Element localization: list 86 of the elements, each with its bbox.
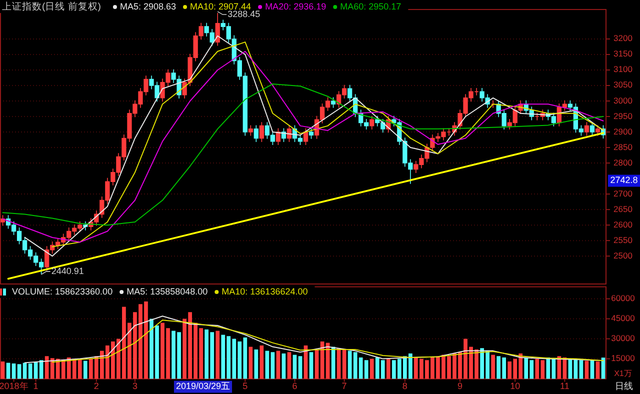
y-tick-label: 2850 (614, 142, 633, 152)
y-tick-label: 2500 (614, 250, 633, 260)
y-tick-label: 3000 (614, 95, 633, 106)
bar (12, 363, 16, 379)
annotation: 3288.45 (228, 8, 260, 19)
y-tick-label: 2550 (614, 234, 633, 245)
candlestick (584, 122, 590, 136)
x-tick-label: 6 (292, 381, 298, 392)
bar (248, 346, 253, 379)
bar (83, 360, 88, 379)
x-tick-label: 2 (94, 381, 99, 392)
x-tick-label: 7 (342, 381, 347, 392)
candlestick (595, 124, 600, 136)
bar (557, 356, 562, 379)
bar (298, 356, 302, 379)
bar (17, 364, 22, 379)
y-tick-label: 3100 (614, 64, 633, 74)
legend-label: MA60: 2950.17 (340, 1, 402, 12)
legend-label: MA20: 2936.19 (265, 1, 326, 12)
candlestick (308, 128, 314, 140)
bar (292, 354, 297, 379)
bar (0, 361, 5, 379)
candlestick (590, 122, 595, 136)
y-tick-label: 3200 (614, 33, 633, 44)
line-series (2, 83, 604, 226)
bar (260, 345, 264, 379)
bar (28, 363, 32, 379)
bar (342, 349, 346, 379)
bar (596, 361, 600, 379)
annotation: 2742.8 (610, 175, 638, 186)
bar (287, 352, 292, 379)
y-tick-label: 2650 (614, 204, 633, 214)
y-tick-label: 2700 (614, 188, 633, 198)
candlestick (370, 115, 374, 130)
bar (584, 360, 589, 379)
bar (601, 358, 606, 379)
candlestick (248, 124, 253, 136)
x-tick-label: 1 (33, 381, 38, 392)
candlestick (215, 11, 220, 46)
x-tick-label: 2018年 (0, 381, 28, 392)
bar (216, 330, 220, 379)
y-tick-label: 30000 (611, 333, 636, 344)
annotation: 2440.91 (51, 266, 84, 276)
x-tick-label: 10 (510, 381, 520, 392)
candlestick (259, 122, 264, 142)
bar (579, 360, 584, 379)
bar (309, 352, 314, 379)
bar (491, 354, 495, 379)
bar (370, 358, 374, 379)
legend-label: MA10: 136136624.00 (222, 286, 308, 296)
candlestick (562, 100, 568, 112)
x-tick-label: 11 (560, 381, 570, 392)
text: X1万 (614, 368, 632, 378)
legend-label: MA10: 2907.44 (190, 1, 252, 12)
y-tick-label: 2600 (614, 219, 633, 230)
y-tick-label: 2800 (614, 157, 633, 168)
y-tick-label: 2950 (614, 110, 633, 121)
candlestick (330, 96, 336, 108)
x-tick-label: 5 (242, 381, 248, 392)
y-tick-label: 15000 (611, 353, 636, 364)
legend-label: MA5: 135858048.00 (126, 286, 208, 296)
text: 2019/03/29五 (176, 381, 230, 392)
bar (34, 362, 38, 379)
y-tick-label: 2900 (614, 126, 633, 136)
bar (276, 350, 280, 379)
legend-label: VOLUME: 158623360.00 (12, 286, 113, 296)
bar (6, 362, 10, 379)
y-tick-label: 3050 (614, 80, 633, 90)
bar (270, 352, 275, 379)
bar (386, 358, 390, 379)
y-tick-label: 45000 (611, 313, 636, 324)
bar (282, 353, 286, 379)
y-tick-label: 3150 (614, 48, 633, 59)
x-tick-label: 8 (402, 381, 408, 392)
candlestick (490, 100, 496, 108)
x-tick-label: 9 (458, 381, 463, 392)
candlestick (254, 124, 258, 142)
bar (265, 350, 270, 379)
text: 日线 (615, 381, 633, 392)
bar (590, 360, 594, 379)
bar (254, 349, 258, 379)
bar (22, 362, 27, 379)
chart-title: 上证指数(日线 前复权) (2, 0, 101, 13)
x-tick-label: 3 (132, 381, 138, 392)
y-tick-label: 60000 (611, 293, 636, 304)
legend-label: MA5: 2908.63 (120, 1, 176, 12)
